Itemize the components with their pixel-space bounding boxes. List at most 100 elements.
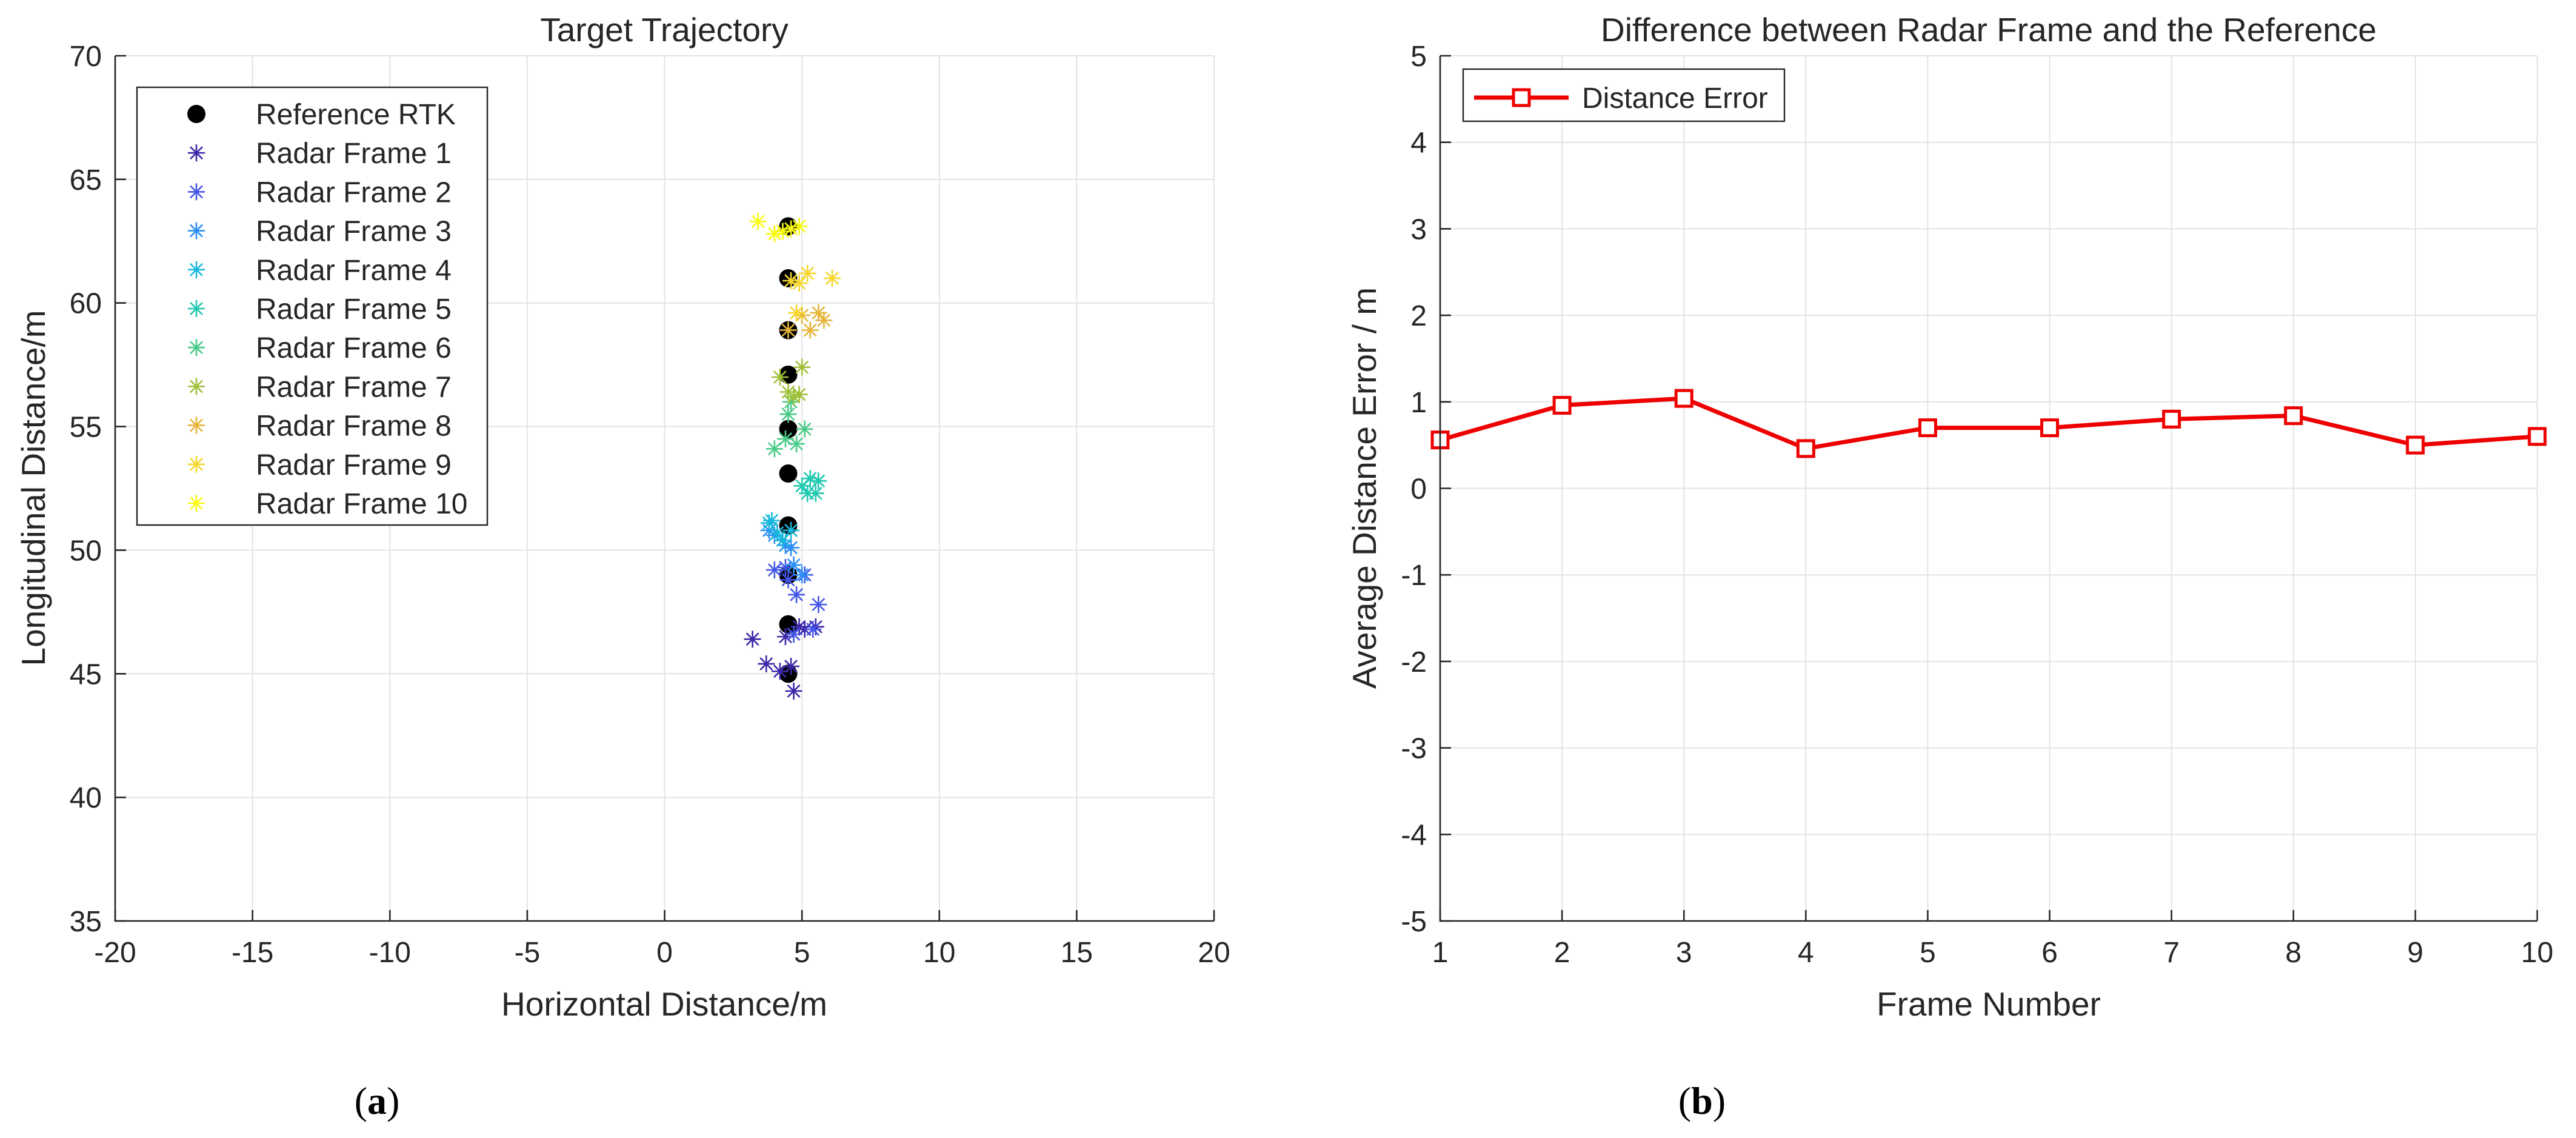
legend-reference-rtk-marker — [187, 105, 205, 123]
distance-error-point — [2162, 409, 2181, 429]
error-x-tick-label: 2 — [1554, 937, 1570, 969]
radar-frame-3-point — [782, 539, 799, 557]
trajectory-y-tick-label: 45 — [70, 658, 102, 691]
legend-radar-frame-3-label: Radar Frame 3 — [256, 216, 452, 248]
radar-frame-2-point — [776, 558, 794, 576]
legend-radar-frame-5-marker — [188, 300, 205, 317]
radar-frame-2-point — [804, 620, 822, 638]
reference-rtk-point — [779, 516, 798, 535]
trajectory-data — [744, 213, 841, 700]
error-y-tick-label: -3 — [1401, 733, 1427, 765]
error-title: Difference between Radar Frame and the R… — [1601, 11, 2377, 49]
trajectory-grid — [115, 55, 1215, 922]
radar-frame-9-point — [823, 269, 841, 287]
trajectory-x-tick-label: 0 — [656, 937, 673, 969]
error-y-tick-label: -4 — [1401, 819, 1427, 851]
radar-frame-8-point — [815, 312, 833, 329]
legend-radar-frame-2-marker — [188, 183, 205, 201]
legend-radar-frame-7-marker — [188, 378, 205, 395]
panel-b-letter: b — [1691, 1079, 1713, 1122]
legend-radar-frame-1-marker — [188, 144, 205, 162]
trajectory-y-tick-label: 65 — [70, 164, 102, 196]
legend-radar-frame-4-marker — [188, 261, 205, 278]
legend-radar-frame-10-marker — [188, 495, 205, 512]
error-x-tick-label: 9 — [2407, 937, 2424, 969]
error-y-tick-label: 3 — [1410, 213, 1427, 246]
radar-frame-9-point — [782, 272, 799, 290]
radar-frame-10-point — [790, 218, 808, 235]
radar-frame-9-point — [788, 304, 806, 322]
distance-error-point — [2040, 418, 2060, 438]
trajectory-y-tick-label: 55 — [70, 412, 102, 444]
error-axes-frame — [1439, 56, 2537, 922]
trajectory-x-axis-label: Horizontal Distance/m — [501, 985, 827, 1023]
legend-radar-frame-8-marker — [188, 417, 205, 434]
trajectory-x-tick-label: 15 — [1061, 937, 1093, 969]
distance-error-point — [1674, 389, 1693, 408]
radar-frame-3-point — [793, 566, 811, 584]
trajectory-y-tick-label: 40 — [70, 782, 102, 814]
radar-frame-8-point — [810, 304, 827, 322]
radar-frame-8-point — [779, 321, 797, 339]
error-x-tick-label: 3 — [1676, 937, 1692, 969]
radar-frame-6-point — [766, 440, 783, 458]
legend-radar-frame-7-label: Radar Frame 7 — [256, 371, 452, 403]
radar-frame-1-point — [782, 658, 799, 675]
trajectory-x-tick-label: 10 — [923, 937, 955, 969]
error-y-tick-label: 1 — [1410, 387, 1427, 419]
trajectory-y-tick-label: 50 — [70, 535, 102, 567]
legend-radar-frame-9-label: Radar Frame 9 — [256, 449, 452, 481]
radar-frame-1-point — [785, 682, 802, 700]
legend-radar-frame-1-label: Radar Frame 1 — [256, 138, 452, 170]
trajectory-legend-box — [136, 86, 489, 526]
trajectory-title: Target Trajectory — [540, 11, 789, 49]
radar-frame-4-point — [763, 512, 781, 529]
trajectory-y-tick-label: 60 — [70, 288, 102, 320]
distance-error-point — [1552, 396, 1572, 415]
error-x-tick-label: 7 — [2163, 937, 2180, 969]
trajectory-axes-frame — [114, 56, 1214, 922]
error-x-tick-label: 5 — [1920, 937, 1936, 969]
radar-frame-7-point — [771, 369, 789, 386]
legend-reference-rtk-label: Reference RTK — [256, 99, 456, 131]
distance-error-point — [1918, 418, 1937, 438]
error-x-tick-label: 10 — [2521, 937, 2553, 969]
legend-radar-frame-4-label: Radar Frame 4 — [256, 255, 452, 287]
radar-frame-1-point — [790, 618, 808, 635]
radar-frame-7-point — [785, 388, 802, 406]
radar-frame-10-point — [774, 223, 792, 240]
error-legend: Distance Error — [1462, 68, 1786, 122]
radar-frame-4-point — [782, 521, 799, 539]
error-y-tick-label: 2 — [1410, 300, 1427, 332]
error-y-tick-label: -1 — [1401, 560, 1427, 592]
panel-a-letter: a — [367, 1079, 387, 1122]
error-y-tick-label: 5 — [1410, 41, 1427, 73]
error-data — [1430, 389, 2547, 458]
trajectory-x-tick-label: -10 — [369, 937, 411, 969]
trajectory-x-tick-label: 20 — [1198, 937, 1230, 969]
legend-radar-frame-3-marker — [188, 222, 205, 239]
panel-b-label: (b) — [1678, 1079, 1726, 1122]
radar-frame-2-point — [766, 561, 783, 579]
legend-distance-error-marker — [1512, 88, 1531, 107]
error-y-axis-label: Average Distance Error / m — [1346, 287, 1383, 689]
trajectory-x-tick-label: 5 — [794, 937, 810, 969]
radar-frame-9-point — [799, 264, 816, 282]
radar-frame-5-point — [810, 472, 827, 490]
radar-frame-2-point — [779, 571, 797, 589]
radar-frame-3-point — [785, 556, 802, 574]
trajectory-chart: -20 -15 -10 -5 0 5 10 15 20 35 40 45 50 55 60 65 70 Targ… — [15, 11, 1230, 1122]
error-ticks: 1 2 3 4 5 6 7 8 9 10 -5 -4 -3 -2 -1 0 1 2 3 4 5 — [1401, 41, 2553, 969]
trajectory-y-tick-label: 35 — [70, 906, 102, 938]
error-y-tick-label: 4 — [1410, 127, 1427, 159]
error-x-tick-label: 8 — [2285, 937, 2301, 969]
legend-radar-frame-2-label: Radar Frame 2 — [256, 176, 452, 209]
radar-frame-2-point — [785, 626, 802, 643]
legend-radar-frame-6-label: Radar Frame 6 — [256, 332, 452, 364]
trajectory-x-tick-label: -15 — [232, 937, 273, 969]
legend-radar-frame-5-label: Radar Frame 5 — [256, 293, 452, 326]
error-legend-box — [1462, 68, 1786, 122]
legend-radar-frame-8-label: Radar Frame 8 — [256, 410, 452, 443]
distance-error-point — [1796, 439, 1815, 458]
